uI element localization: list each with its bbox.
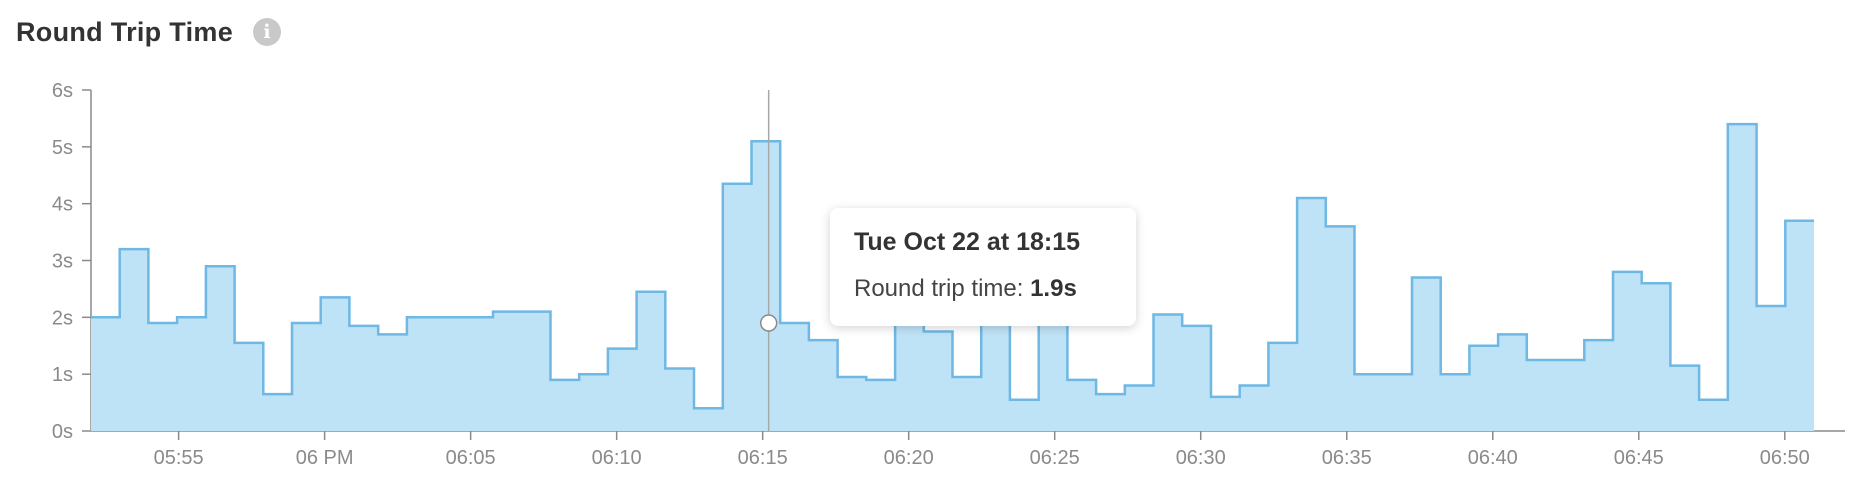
x-tick-label: 06 PM bbox=[296, 447, 354, 469]
tooltip-label: Round trip time: bbox=[854, 275, 1023, 302]
y-tick-label: 4s bbox=[52, 194, 73, 216]
x-tick-label: 05:55 bbox=[154, 447, 204, 469]
x-tick-label: 06:15 bbox=[738, 447, 788, 469]
x-tick-label: 06:25 bbox=[1030, 447, 1080, 469]
x-axis: 05:55 06 PM 06:05 06:10 06:15 06:20 06:25 06:30… bbox=[91, 431, 1845, 469]
tooltip-date: Tue Oct 22 at 18:15 bbox=[854, 228, 1112, 257]
x-tick-label: 06:50 bbox=[1760, 447, 1810, 469]
y-tick-label: 5s bbox=[52, 137, 73, 159]
hover-tooltip: Tue Oct 22 at 18:15 Round trip time: 1.9… bbox=[830, 208, 1136, 326]
x-tick-label: 06:45 bbox=[1614, 447, 1664, 469]
tooltip-value: 1.9s bbox=[1030, 275, 1077, 302]
y-tick-label: 6s bbox=[52, 80, 73, 102]
tooltip-value-row: Round trip time: 1.9s bbox=[854, 275, 1112, 303]
x-tick-label: 06:30 bbox=[1176, 447, 1226, 469]
y-tick-label: 2s bbox=[52, 307, 73, 329]
y-axis: 0s 1s 2s 3s 4s 5s 6s bbox=[52, 80, 91, 443]
y-tick-label: 3s bbox=[52, 251, 73, 273]
y-tick-label: 1s bbox=[52, 364, 73, 386]
x-tick-label: 06:35 bbox=[1322, 447, 1372, 469]
x-tick-label: 06:05 bbox=[446, 447, 496, 469]
x-tick-label: 06:40 bbox=[1468, 447, 1518, 469]
x-tick-label: 06:20 bbox=[884, 447, 934, 469]
hover-cursor-point bbox=[761, 315, 777, 331]
y-tick-label: 0s bbox=[52, 421, 73, 443]
x-tick-label: 06:10 bbox=[592, 447, 642, 469]
